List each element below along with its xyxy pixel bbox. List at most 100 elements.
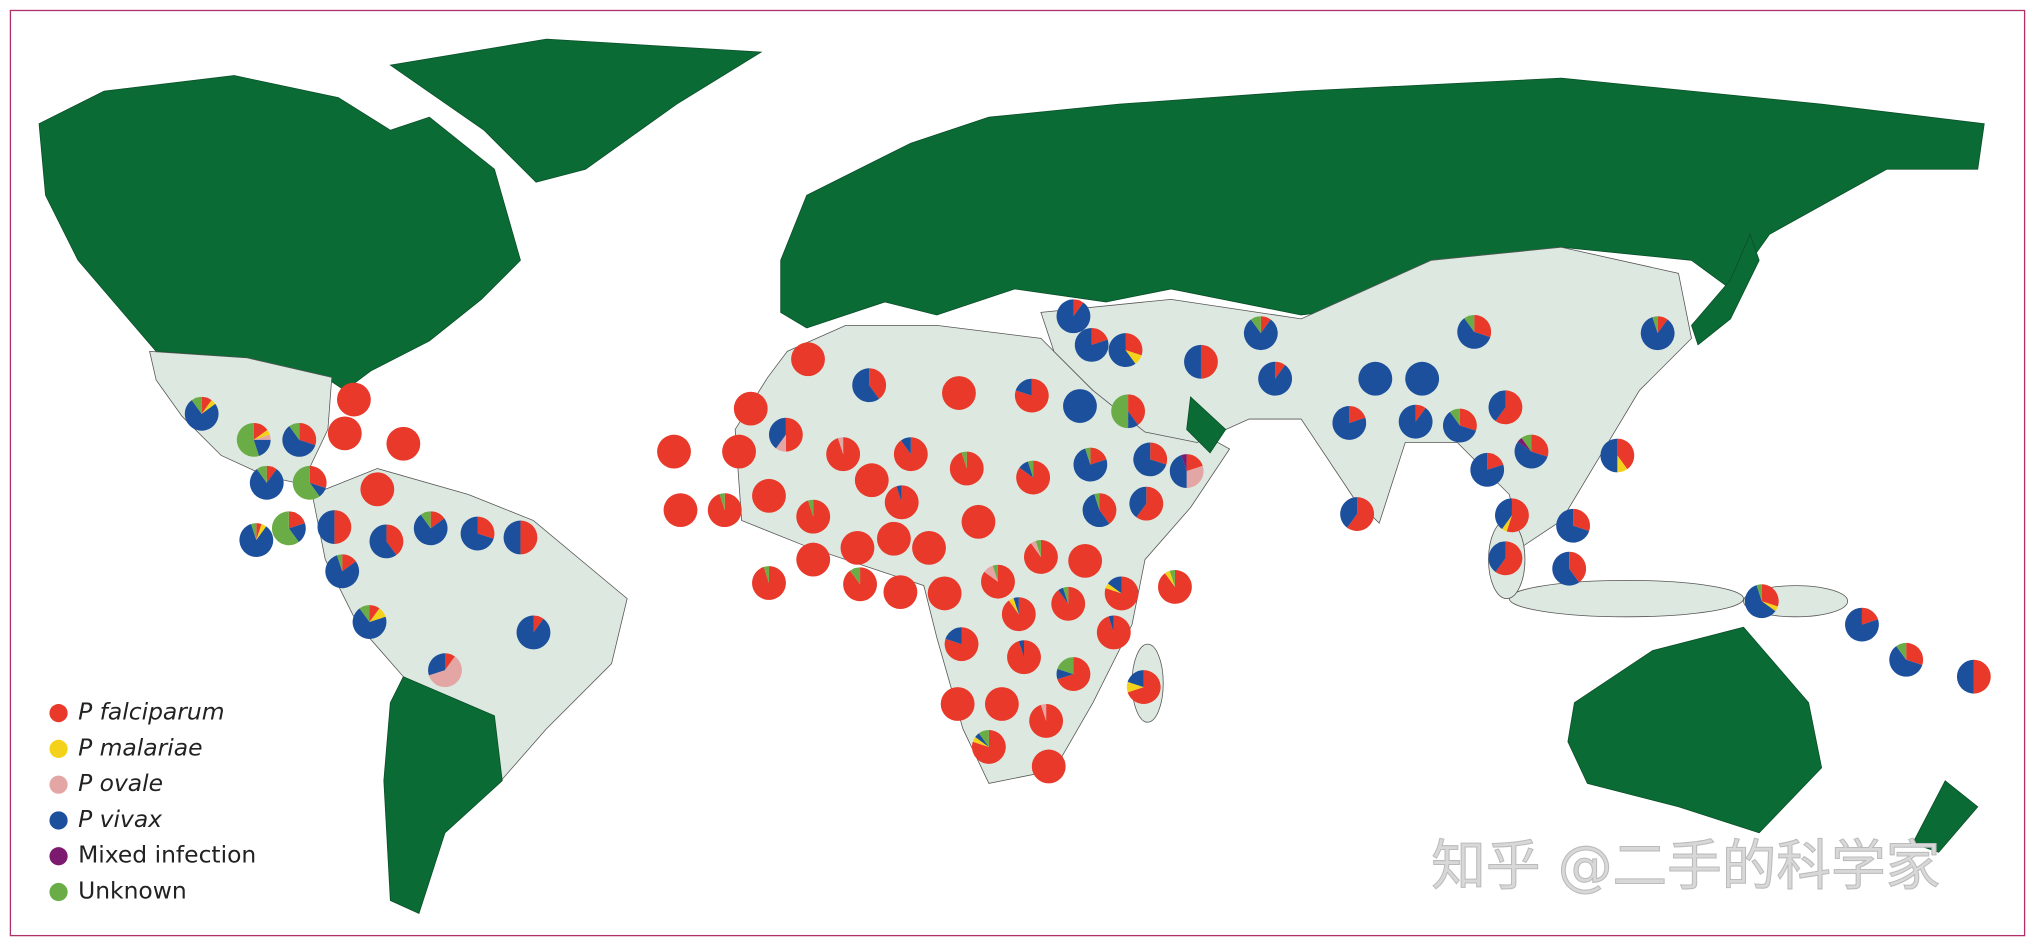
pie — [854, 463, 889, 498]
pie-slice — [1405, 361, 1440, 396]
pie — [249, 465, 284, 500]
pie-slice — [763, 566, 769, 583]
pie — [1845, 607, 1879, 642]
pie-slice — [325, 555, 360, 589]
land — [38, 38, 1985, 915]
pie — [791, 342, 825, 377]
pie-slice — [1096, 615, 1131, 650]
pie-slice — [1569, 551, 1587, 583]
legend-label: P ovale — [78, 769, 163, 797]
pie-slice — [430, 511, 445, 529]
pie — [1104, 576, 1139, 611]
pie-slice — [1128, 394, 1146, 425]
pie-slice — [1019, 461, 1034, 478]
pie — [1126, 670, 1161, 705]
pie-slice — [1756, 584, 1762, 602]
legend-swatch — [49, 739, 68, 759]
pie-slice — [334, 510, 352, 544]
pie-slice — [1158, 569, 1192, 604]
pie — [852, 368, 887, 403]
pie-slice — [1063, 586, 1069, 604]
pie — [460, 516, 495, 551]
pie-slice — [266, 465, 277, 483]
central-america — [149, 350, 333, 485]
pie — [1600, 438, 1635, 473]
pie-slice — [1099, 493, 1117, 524]
pie-slice — [1617, 438, 1635, 470]
pie — [826, 437, 861, 472]
pie — [663, 493, 698, 528]
pie — [1457, 314, 1492, 349]
pie — [1031, 749, 1066, 784]
pie — [1889, 642, 1924, 677]
pie-slice — [940, 687, 975, 721]
pie — [1056, 299, 1091, 334]
pie-slice — [1488, 390, 1506, 422]
pie-slice — [883, 575, 918, 610]
pie — [369, 524, 404, 559]
pie-slice — [1016, 460, 1051, 495]
pie-slice — [444, 653, 455, 671]
pie-slice — [796, 542, 831, 577]
pie — [1488, 541, 1523, 576]
pie-slice — [1111, 394, 1129, 429]
pie — [927, 576, 962, 611]
pie-slice — [1501, 515, 1512, 532]
pie — [1068, 543, 1103, 578]
pie — [1640, 316, 1675, 351]
pie-slice — [1652, 316, 1658, 334]
pie-slice — [1057, 657, 1091, 691]
pie-slice — [352, 608, 387, 639]
pie-slice — [256, 465, 267, 483]
pie-slice — [309, 465, 327, 489]
pie — [1074, 327, 1109, 362]
pie-slice — [752, 566, 786, 600]
pie-slice — [1358, 361, 1393, 396]
pie-slice — [191, 396, 202, 414]
pie-slice — [1051, 586, 1086, 621]
pie — [271, 511, 306, 546]
pie — [428, 653, 462, 688]
pie-slice — [1169, 569, 1175, 587]
pie-slice — [1640, 317, 1675, 351]
legend-swatch — [49, 704, 68, 723]
pie-slice — [663, 493, 698, 528]
pie-slice — [1128, 411, 1139, 429]
pie — [1014, 378, 1049, 413]
pie-slice — [912, 530, 946, 565]
pie-slice — [1164, 570, 1175, 587]
pie-slice — [843, 567, 877, 602]
pie-slice — [533, 615, 544, 633]
pie-slice — [369, 608, 386, 623]
pie-slice — [944, 627, 979, 662]
pie-slice — [503, 520, 521, 555]
pie — [840, 530, 875, 565]
pie-slice — [884, 485, 919, 520]
pie — [239, 523, 274, 557]
pie-slice — [1040, 704, 1047, 721]
pie-slice — [1057, 657, 1074, 675]
pie — [360, 472, 395, 507]
pie-slice — [961, 451, 967, 469]
watermark: 知乎 @二手的科学家 — [1431, 833, 1940, 897]
pie — [912, 530, 946, 565]
pie-slice — [1340, 497, 1358, 528]
pie-slice — [1398, 404, 1433, 439]
pie — [949, 451, 984, 486]
pie-slice — [1258, 361, 1293, 396]
pie-slice — [1956, 659, 1974, 694]
pie-slice — [1459, 408, 1477, 431]
pie-slice — [1517, 437, 1532, 452]
pie — [1442, 408, 1477, 443]
pie-slice — [253, 439, 271, 456]
pie — [1243, 316, 1278, 351]
pie-slice — [1260, 316, 1271, 334]
pie-slice — [1056, 299, 1091, 334]
pie-slice — [657, 434, 691, 469]
pie-slice — [201, 396, 212, 414]
pie — [1051, 586, 1086, 621]
pie-slice — [1125, 350, 1142, 364]
pie-slice — [1495, 390, 1523, 425]
pie-slice — [1136, 486, 1164, 521]
pie-slice — [292, 465, 320, 500]
